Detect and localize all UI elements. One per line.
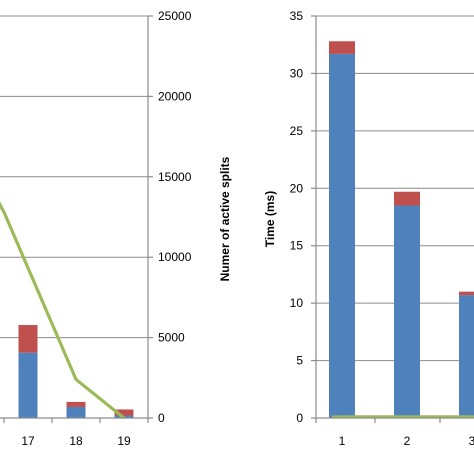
x-tick-label: 2 xyxy=(404,434,411,448)
bar xyxy=(459,291,474,296)
right-y-axis-title: Numer of active splits xyxy=(218,156,232,281)
bar xyxy=(394,205,420,418)
right-y-tick-label: 15000 xyxy=(158,170,192,184)
y-tick-label: 25 xyxy=(290,124,304,138)
right-y-tick-label: 20000 xyxy=(158,89,192,103)
x-tick-label: 17 xyxy=(21,434,35,448)
x-tick-label: 19 xyxy=(117,434,131,448)
y-tick-label: 20 xyxy=(290,181,304,195)
bar xyxy=(66,401,86,407)
bar xyxy=(66,406,86,418)
bar xyxy=(459,295,474,418)
y-tick-label: 15 xyxy=(290,239,304,253)
y-tick-label: 10 xyxy=(290,296,304,310)
bar xyxy=(329,41,355,54)
bar xyxy=(18,352,38,418)
right-y-tick-label: 25000 xyxy=(158,9,192,23)
y-tick-label: 30 xyxy=(290,66,304,80)
bar xyxy=(394,191,420,206)
y-tick-label: 0 xyxy=(296,411,303,425)
bar xyxy=(114,409,134,416)
right-chart-panel: 1 2 3 0 5 10 15 20 25 30 35 Time (ms) xyxy=(263,9,474,448)
x-tick-label: 1 xyxy=(339,434,346,448)
x-tick-label: 3 xyxy=(469,434,474,448)
bar xyxy=(18,325,38,353)
line-series xyxy=(0,201,126,420)
y-tick-label: 35 xyxy=(290,9,304,23)
right-y-tick-label: 5000 xyxy=(158,331,185,345)
x-tick-label: 18 xyxy=(69,434,83,448)
y-tick-label: 5 xyxy=(296,354,303,368)
bar xyxy=(329,53,355,418)
right-y-tick-label: 0 xyxy=(158,411,165,425)
left-chart-panel: 17 18 19 0 5000 10000 15000 20000 25000 Numer o… xyxy=(0,9,232,448)
right-y-tick-label: 10000 xyxy=(158,250,192,264)
y-axis-title: Time (ms) xyxy=(263,191,277,247)
